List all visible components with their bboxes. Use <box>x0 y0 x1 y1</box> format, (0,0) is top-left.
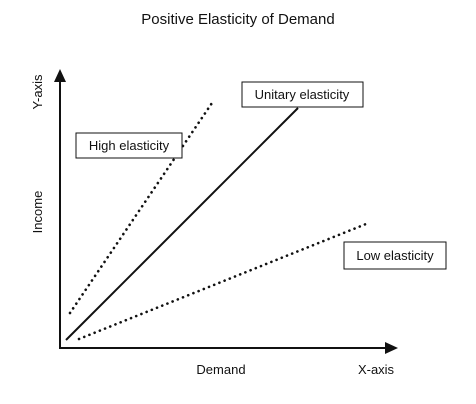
low-elasticity-label-box: Low elasticity <box>343 241 447 270</box>
unitary-elasticity-label: Unitary elasticity <box>255 87 350 102</box>
x-axis-arrowhead <box>385 342 398 354</box>
y-axis-arrowhead <box>54 69 66 82</box>
unitary-elasticity-line <box>65 107 299 341</box>
low-elasticity-line <box>77 222 368 341</box>
y-axis-name: Y-axis <box>30 74 45 109</box>
diagram-title: Positive Elasticity of Demand <box>141 11 334 28</box>
high-elasticity-label: High elasticity <box>89 138 170 153</box>
high-elasticity-label-box: High elasticity <box>75 132 183 159</box>
low-elasticity-label: Low elasticity <box>356 248 434 263</box>
y-axis-label: Income <box>30 191 45 234</box>
x-axis-name: X-axis <box>358 362 395 377</box>
x-axis-label: Demand <box>196 362 245 377</box>
unitary-elasticity-label-box: Unitary elasticity <box>241 81 364 108</box>
